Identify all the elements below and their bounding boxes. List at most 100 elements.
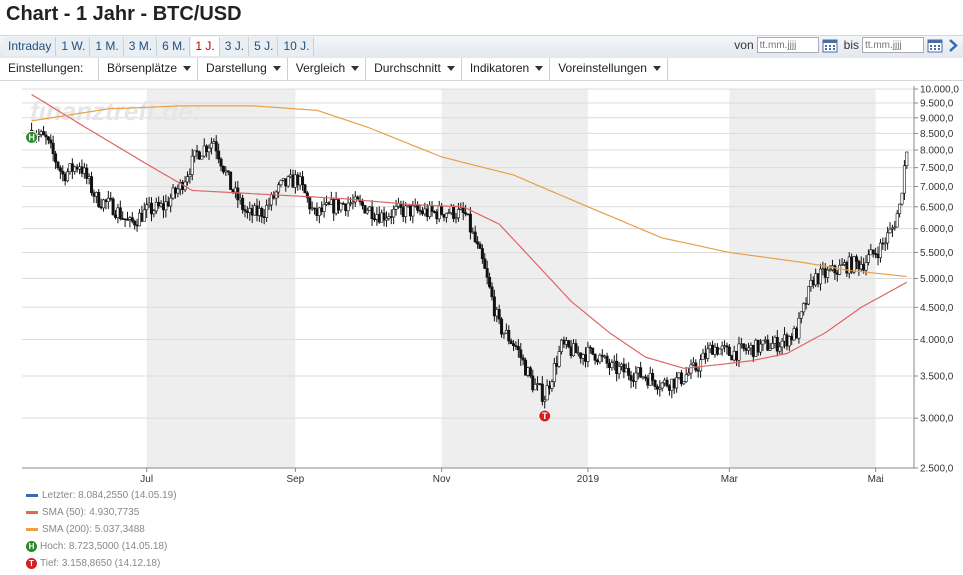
candle xyxy=(667,384,671,396)
range-tab-3[interactable]: 3 M. xyxy=(124,37,158,56)
page-title: Chart - 1 Jahr - BTC/USD xyxy=(6,3,242,25)
legend-sma50-text: SMA (50): 4.930,7735 xyxy=(42,507,140,518)
candle-body xyxy=(149,202,153,215)
candle-body xyxy=(883,242,887,245)
calendar-icon[interactable] xyxy=(927,38,943,53)
caret-down-icon xyxy=(351,66,360,71)
candle-body xyxy=(890,227,894,230)
candle-body xyxy=(111,198,115,216)
candle xyxy=(229,171,233,190)
candle-body xyxy=(514,345,518,347)
range-tab-0[interactable]: Intraday xyxy=(4,37,57,56)
range-tab-8[interactable]: 10 J. xyxy=(279,37,315,56)
range-tab-5[interactable]: 1 J. xyxy=(191,37,220,56)
candle-body xyxy=(759,343,763,353)
candle-body xyxy=(322,204,326,212)
candle xyxy=(42,125,46,136)
candle-body xyxy=(82,167,86,174)
candle xyxy=(866,249,870,266)
candle xyxy=(303,183,307,194)
to-date-input[interactable] xyxy=(862,37,924,53)
candle-body xyxy=(569,346,573,357)
chevron-right-icon[interactable] xyxy=(947,38,959,53)
candle xyxy=(111,196,115,216)
candle-body xyxy=(663,379,667,384)
candle xyxy=(895,209,899,228)
candle xyxy=(540,376,544,406)
candle-body xyxy=(545,385,549,401)
candle-body xyxy=(895,213,899,228)
settings-menu-4[interactable]: Indikatoren xyxy=(460,58,549,80)
candle xyxy=(675,372,679,393)
settings-menu-2[interactable]: Vergleich xyxy=(286,58,365,80)
candle-body xyxy=(627,368,631,376)
candle-body xyxy=(368,206,372,211)
candle-body xyxy=(797,317,801,339)
candle-body xyxy=(286,176,290,187)
candle xyxy=(636,367,640,380)
candle-body xyxy=(557,351,561,367)
settings-menu-label: Indikatoren xyxy=(469,61,530,75)
candle-body xyxy=(296,174,300,186)
range-tab-1[interactable]: 1 W. xyxy=(57,37,91,56)
marker-circle xyxy=(25,130,39,144)
candle-body xyxy=(787,336,791,347)
to-label: bis xyxy=(843,38,859,52)
candle-body xyxy=(185,176,189,183)
sma50-swatch xyxy=(26,511,38,514)
candle-body xyxy=(840,264,844,266)
candle-body xyxy=(600,354,604,357)
candle-body xyxy=(49,139,53,144)
candle-body xyxy=(524,359,528,376)
settings-menu-0[interactable]: Börsenplätze xyxy=(98,58,197,80)
candle-body xyxy=(588,346,592,349)
candle-body xyxy=(823,268,827,278)
candle-body xyxy=(715,346,719,355)
candle-body xyxy=(360,201,364,206)
candle xyxy=(651,368,655,386)
candle-body xyxy=(401,207,405,217)
legend-low-text: Tief: 3.158,8650 (14.12.18) xyxy=(40,558,161,569)
range-tab-6[interactable]: 3 J. xyxy=(220,37,250,56)
candle-body xyxy=(531,375,535,391)
settings-menu-5[interactable]: Voreinstellungen xyxy=(549,58,668,80)
candle-body xyxy=(562,339,566,345)
candle-body xyxy=(636,367,640,374)
range-tab-7[interactable]: 5 J. xyxy=(250,37,279,56)
candle-body xyxy=(809,280,813,287)
candle-body xyxy=(289,174,293,178)
candle-body xyxy=(260,208,264,217)
candle-body xyxy=(864,262,868,271)
candle-body xyxy=(629,375,633,381)
candle xyxy=(670,378,674,399)
candle xyxy=(519,343,523,366)
candle xyxy=(461,202,465,221)
candle-body xyxy=(303,184,307,194)
candle xyxy=(377,206,381,224)
candle-body xyxy=(416,204,420,211)
candle-body xyxy=(497,309,501,320)
range-tab-4[interactable]: 6 M. xyxy=(158,37,191,56)
candle xyxy=(663,377,667,387)
candle xyxy=(337,199,341,214)
settings-menu-label: Darstellung xyxy=(206,61,267,75)
candle xyxy=(600,349,604,362)
y-tick-label: 9.500,0 xyxy=(920,99,954,110)
candle xyxy=(902,160,906,201)
candle xyxy=(473,225,477,244)
settings-menu-3[interactable]: Durchschnitt xyxy=(365,58,461,80)
candle-body xyxy=(255,205,259,216)
candle-body xyxy=(466,213,470,216)
candle xyxy=(521,354,525,366)
candle-body xyxy=(58,167,62,172)
candle-body xyxy=(555,363,559,367)
from-date-input[interactable] xyxy=(756,37,819,53)
candle-body xyxy=(56,161,60,169)
candle-body xyxy=(691,362,695,366)
settings-menu-1[interactable]: Darstellung xyxy=(197,58,287,80)
candle-body xyxy=(543,399,547,402)
calendar-icon[interactable] xyxy=(822,38,838,53)
range-tab-2[interactable]: 1 M. xyxy=(91,37,124,56)
candle-body xyxy=(802,303,806,313)
candle xyxy=(332,197,336,222)
